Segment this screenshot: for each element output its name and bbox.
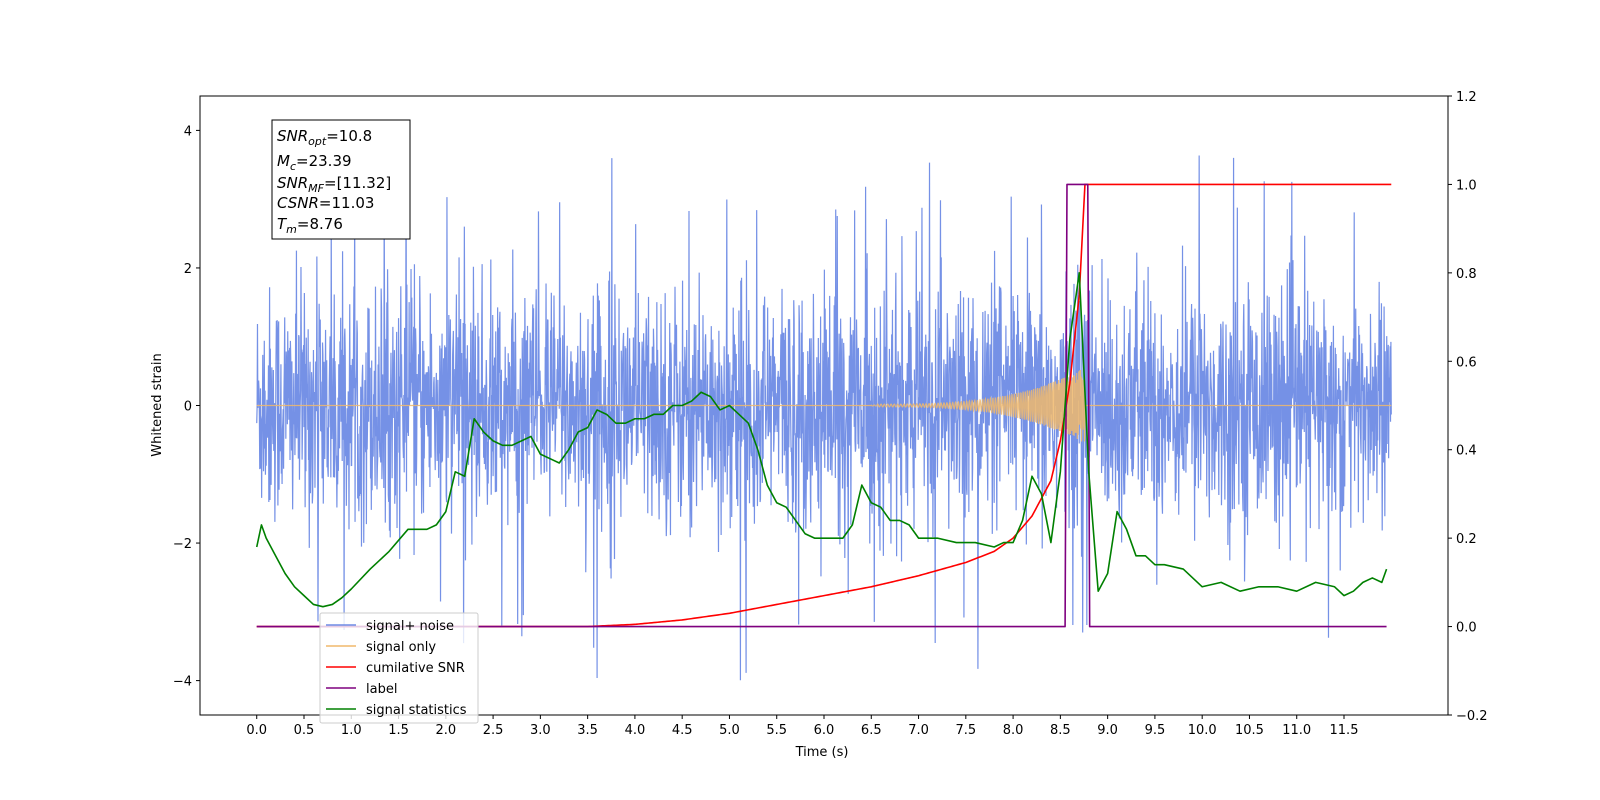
- legend-item-label: label: [326, 682, 397, 697]
- x-tick-label: 0.0: [246, 723, 267, 738]
- x-tick-label: 6.0: [814, 723, 835, 738]
- legend-label-label: label: [366, 682, 397, 697]
- legend-label-signal-only: signal only: [366, 640, 436, 655]
- legend-label-signal-statistics: signal statistics: [366, 703, 467, 718]
- legend-label-signal-noise: signal+ noise: [366, 619, 454, 634]
- legend-label-cumilative-snr: cumilative SNR: [366, 661, 465, 676]
- y-axis-left: −4 −2 0 2 4: [173, 124, 200, 690]
- x-tick-label: 9.5: [1145, 723, 1166, 738]
- y-tick-label: −4: [173, 675, 192, 690]
- y-right-tick-label: 1.0: [1456, 178, 1477, 193]
- x-tick-label: 1.0: [341, 723, 362, 738]
- x-tick-label: 2.5: [483, 723, 504, 738]
- x-tick-label: 0.5: [294, 723, 315, 738]
- x-tick-label: 11.5: [1330, 723, 1359, 738]
- y-right-tick-label: 0.0: [1456, 621, 1477, 636]
- legend: signal+ noise signal only cumilative SNR…: [319, 612, 479, 724]
- series-label: [256, 183, 1387, 628]
- legend-item-signal-statistics: signal statistics: [326, 703, 467, 718]
- annotation-tm: Tm=8.76: [277, 215, 343, 236]
- y-tick-label: −2: [173, 537, 192, 552]
- y-axis-label: Whitened strain: [150, 353, 165, 456]
- legend-item-signal-noise: signal+ noise: [326, 619, 454, 634]
- x-tick-label: 5.0: [719, 723, 740, 738]
- y-right-tick-label: −0.2: [1456, 709, 1488, 724]
- x-tick-label: 8.5: [1050, 723, 1071, 738]
- x-tick-label: 9.0: [1097, 723, 1118, 738]
- annotation-mc: Mc=23.39: [277, 152, 352, 173]
- y-tick-label: 4: [184, 124, 192, 139]
- series-signal-statistics: [255, 272, 1388, 608]
- x-tick-label: 3.5: [577, 723, 598, 738]
- y-right-tick-label: 0.8: [1456, 267, 1477, 282]
- x-axis: 0.0 0.5 1.0 1.5 2.0 2.5 3.0 3.5 4.0 4.5 5.0 5.5 6.0 6…: [246, 715, 1358, 738]
- x-tick-label: 4.0: [625, 723, 646, 738]
- x-tick-label: 6.5: [861, 723, 882, 738]
- x-tick-label: 11.0: [1282, 723, 1311, 738]
- x-tick-label: 1.5: [388, 723, 409, 738]
- x-tick-label: 4.5: [672, 723, 693, 738]
- y-tick-label: 2: [184, 262, 192, 277]
- y-axis-right: −0.2 0.0 0.2 0.4 0.6 0.8 1.0 1.2: [1448, 90, 1488, 724]
- annotation-snr-mf: SNRMF=[11.32]: [277, 174, 391, 195]
- y-right-tick-label: 1.2: [1456, 90, 1477, 105]
- series-signal-noise: [256, 133, 1392, 681]
- y-right-tick-label: 0.4: [1456, 444, 1477, 459]
- x-tick-label: 5.5: [766, 723, 787, 738]
- y-tick-label: 0: [184, 400, 192, 415]
- y-right-tick-label: 0.2: [1456, 532, 1477, 547]
- annotation-box: SNRopt=10.8 Mc=23.39 SNRMF=[11.32] CSNR=…: [271, 119, 411, 240]
- x-axis-label: Time (s): [795, 745, 849, 760]
- legend-item-signal-only: signal only: [326, 640, 436, 655]
- legend-item-cumilative-snr: cumilative SNR: [326, 661, 465, 676]
- series-signal-only: [256, 370, 1392, 442]
- annotation-snr-opt: SNRopt=10.8: [277, 127, 372, 148]
- x-tick-label: 2.0: [435, 723, 456, 738]
- annotation-csnr: CSNR=11.03: [277, 194, 374, 212]
- x-tick-label: 3.0: [530, 723, 551, 738]
- x-tick-label: 8.0: [1003, 723, 1024, 738]
- x-tick-label: 7.5: [955, 723, 976, 738]
- y-right-tick-label: 0.6: [1456, 355, 1477, 370]
- x-tick-label: 10.5: [1235, 723, 1264, 738]
- x-tick-label: 10.0: [1188, 723, 1217, 738]
- x-tick-label: 7.0: [908, 723, 929, 738]
